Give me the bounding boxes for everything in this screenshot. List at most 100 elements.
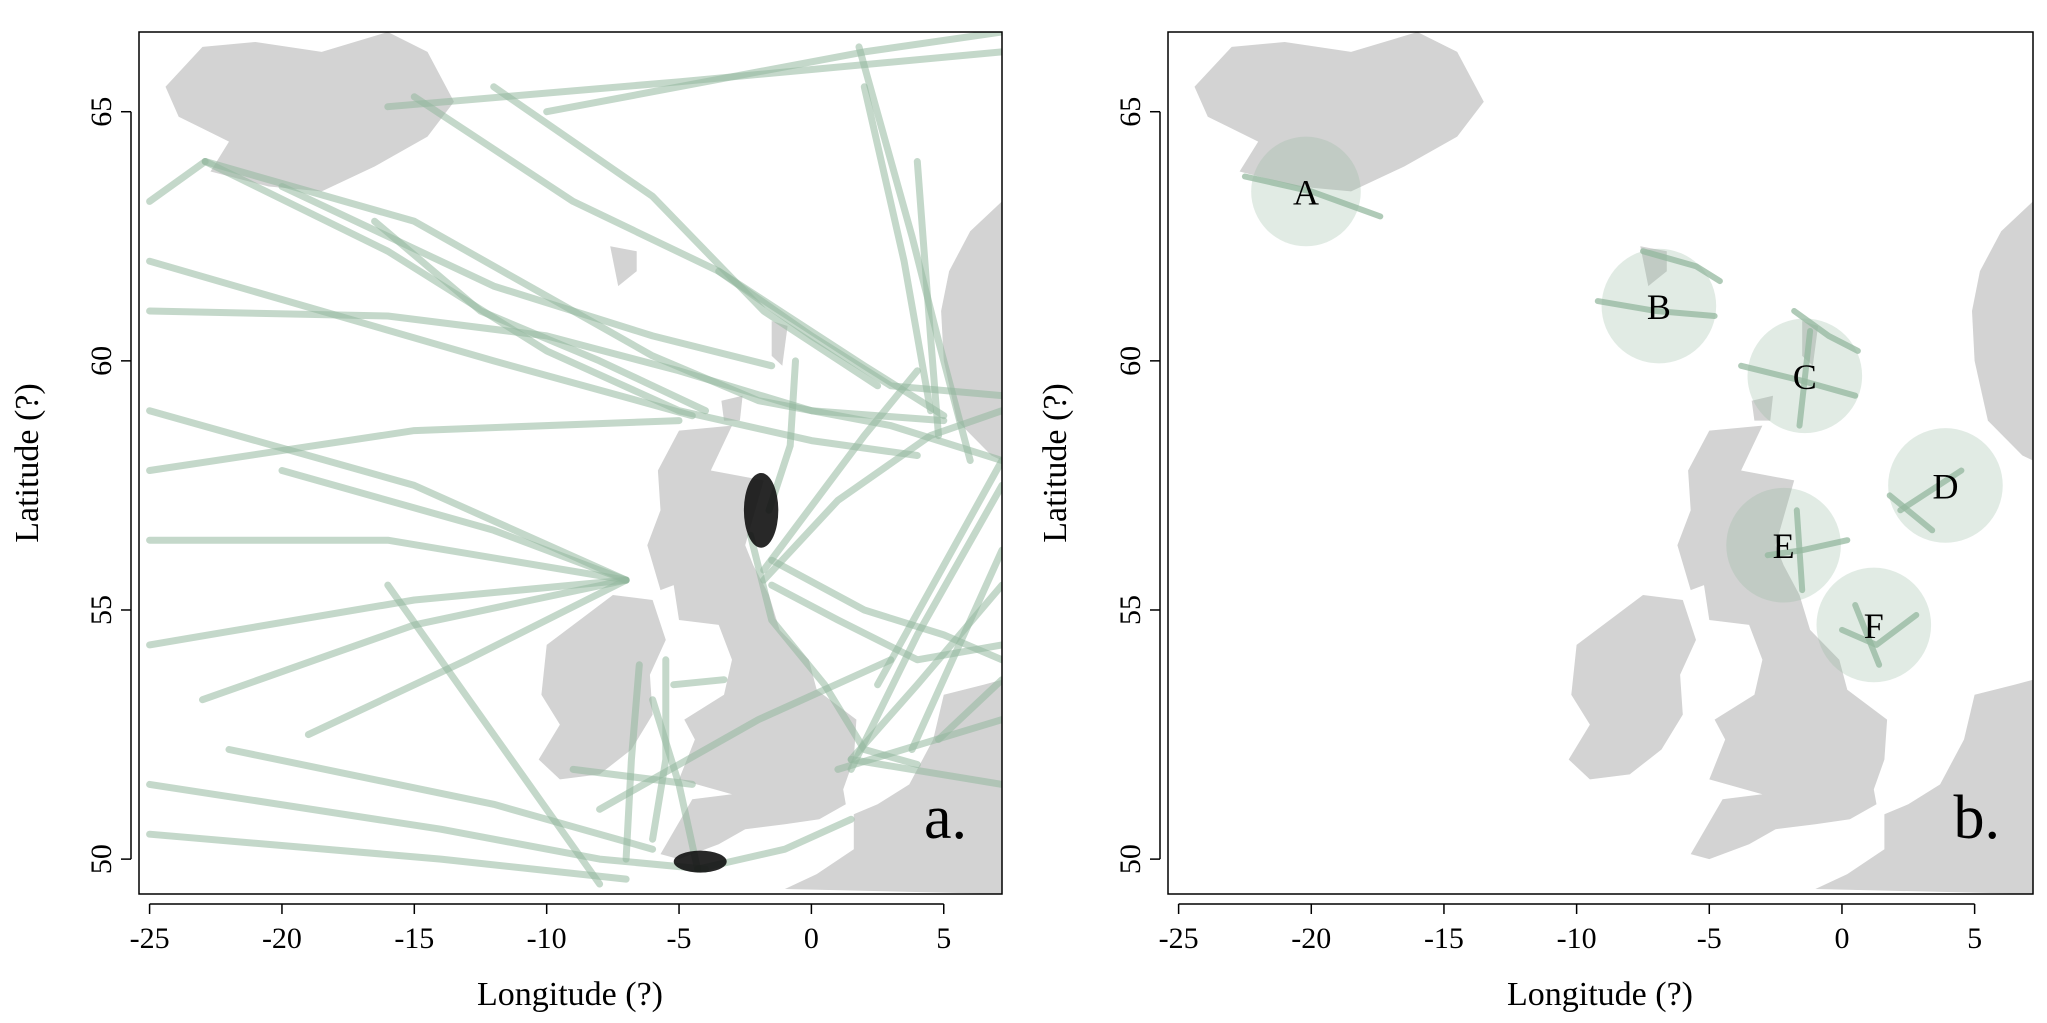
vessel-track (543, 32, 1002, 116)
x-tick-label: 5 (936, 922, 951, 955)
vessel-track (1241, 173, 1384, 220)
region-circle (1816, 567, 1932, 683)
x-tick-label: -5 (1697, 922, 1722, 955)
panel-b-y-axis: 50 55 60 65 (1114, 97, 1161, 874)
land-faroe-islands (610, 246, 637, 287)
vessel-track (146, 257, 696, 420)
panel-a-y-axis-title: Latitude (?) (9, 383, 46, 543)
vessel-track (1793, 507, 1806, 594)
x-tick-label: -15 (1424, 922, 1464, 955)
vessel-track (670, 676, 728, 689)
vessel-track (1594, 298, 1718, 319)
vessel-track (935, 676, 1002, 743)
x-tick-label: -10 (527, 922, 567, 955)
land-great-britain (1677, 425, 1888, 860)
panel-a-frame (138, 31, 1003, 895)
x-tick-label: 0 (1834, 922, 1849, 955)
panel-b: -25 -20 -15 -10 -5 0 5 50 55 60 65 A B C D E F b. Long… (1037, 31, 2047, 1013)
vessel-track (1886, 492, 1936, 534)
vessel-track (1852, 602, 1883, 668)
y-tick-label: 50 (1114, 844, 1147, 874)
land-orkney (1751, 395, 1773, 421)
land-denmark (2033, 480, 2047, 590)
vessel-track (225, 746, 657, 853)
vessel-track (649, 656, 670, 843)
vessel-track (146, 576, 630, 649)
y-tick-label: 50 (85, 844, 118, 874)
vessel-track (913, 158, 942, 440)
sample-cluster (743, 472, 779, 548)
vessel-track (1897, 467, 1965, 514)
vessel-track (760, 367, 921, 574)
panel-b-frame (1167, 31, 2034, 895)
land-iceland (1194, 32, 1484, 192)
vessel-track (694, 815, 855, 873)
vessel-track (146, 158, 209, 205)
vessel-track (1839, 612, 1920, 648)
vessel-track (201, 158, 1002, 464)
land-ireland (538, 595, 666, 780)
vessel-track (371, 217, 709, 415)
vessel-track (847, 481, 1002, 773)
vessel-track (201, 158, 921, 459)
panel-a-x-axis: -25 -20 -15 -10 -5 0 5 (130, 903, 951, 955)
region-circle (1747, 318, 1863, 434)
panel-b-land (1194, 32, 2047, 894)
land-ireland (1568, 595, 1696, 780)
vessel-track (146, 407, 630, 584)
panel-b-x-axis-title: Longitude (?) (1507, 976, 1693, 1013)
vessel-track (384, 48, 1002, 111)
vessel-track (1791, 308, 1861, 354)
vessel-track (146, 307, 948, 425)
y-tick-label: 60 (85, 346, 118, 376)
y-tick-label: 55 (1114, 595, 1147, 625)
x-tick-label: 0 (804, 922, 819, 955)
panel-a-y-axis: 50 55 60 65 (85, 97, 132, 874)
land-continent (1815, 679, 2033, 894)
region-circle (1251, 136, 1361, 247)
x-tick-label: -25 (1159, 922, 1199, 955)
region-label: E (1773, 526, 1795, 566)
vessel-track (596, 656, 895, 813)
panel-b-region-labels: A B C D E F (1293, 172, 1958, 645)
panel-a-x-axis-title: Longitude (?) (477, 976, 663, 1013)
panel-b-region-circles (1251, 136, 2003, 683)
vessel-track (304, 576, 630, 739)
x-tick-label: -5 (667, 922, 692, 955)
land-norway (1972, 201, 2033, 461)
region-label: A (1293, 172, 1319, 212)
x-tick-label: -15 (394, 922, 434, 955)
region-label: C (1793, 357, 1817, 397)
region-label: F (1864, 606, 1884, 646)
vessel-track (908, 546, 1002, 753)
vessel-track (569, 765, 696, 788)
vessel-track (278, 183, 776, 370)
land-iceland (165, 32, 454, 192)
vessel-track (410, 93, 948, 420)
x-tick-label: -10 (1557, 922, 1597, 955)
panel-a-tag: a. (924, 784, 967, 852)
region-label: D (1932, 466, 1958, 506)
vessel-track (146, 780, 709, 873)
vessel-track (847, 756, 1002, 788)
y-tick-label: 60 (1114, 346, 1147, 376)
y-tick-label: 55 (85, 595, 118, 625)
region-label: B (1647, 287, 1671, 327)
vessel-track (1640, 248, 1723, 285)
vessel-track (760, 407, 1002, 584)
x-tick-label: -20 (262, 922, 302, 955)
region-circle (1726, 487, 1841, 603)
panel-a: -25 -20 -15 -10 -5 0 5 50 55 60 65 a. Longitude (… (9, 31, 1023, 1013)
region-circle (1888, 428, 2003, 543)
vessel-track (146, 830, 630, 883)
panel-b-y-axis-title: Latitude (?) (1037, 383, 1074, 543)
panel-a-samples (673, 472, 779, 873)
land-denmark (1002, 480, 1023, 590)
panel-b-tracks (1241, 173, 1965, 668)
vessel-track (765, 357, 799, 514)
land-shetland (771, 321, 788, 366)
vessel-track (384, 581, 604, 888)
vessel-track (146, 536, 630, 584)
vessel-track (1796, 328, 1814, 429)
